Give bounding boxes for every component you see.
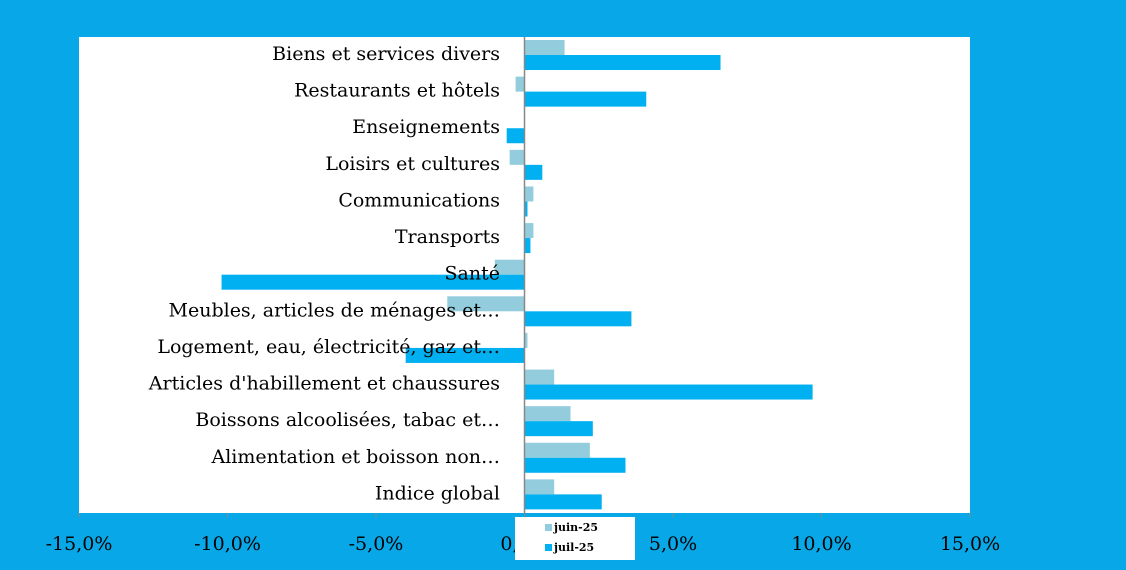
bar: [524, 55, 721, 70]
category-label: Santé: [445, 263, 500, 285]
bar: [405, 347, 525, 363]
bar: [524, 442, 590, 458]
x-tick-label: -10,0%: [194, 533, 261, 555]
bar: [524, 311, 632, 327]
legend-label: juin-25: [553, 521, 598, 534]
category-label: Articles d'habillement et chaussures: [148, 373, 500, 395]
bar: [524, 91, 647, 107]
bar: [524, 40, 565, 55]
bar: [524, 223, 534, 239]
category-label: Communications: [338, 189, 500, 211]
category-label: Alimentation et boisson non…: [211, 446, 501, 468]
bar: [515, 76, 525, 92]
x-tick-label: 5,0%: [649, 533, 697, 555]
bar: [524, 201, 528, 217]
bar: [524, 332, 528, 348]
legend-label: juil-25: [553, 541, 594, 554]
category-label: Restaurants et hôtels: [294, 80, 500, 102]
legend-box: [515, 517, 635, 560]
bar: [524, 406, 571, 422]
x-tick-label: 10,0%: [791, 533, 851, 555]
category-label: Transports: [395, 226, 500, 248]
x-tick-label: -5,0%: [349, 533, 404, 555]
bar: [494, 259, 525, 275]
category-label: Boissons alcoolisées, tabac et…: [195, 409, 500, 431]
bar: [524, 457, 626, 473]
x-tick-label: 15,0%: [940, 533, 1000, 555]
category-label: Indice global: [375, 482, 500, 504]
bar: [524, 384, 813, 400]
bar: [524, 369, 555, 385]
legend-swatch: [545, 544, 552, 551]
category-label: Loisirs et cultures: [325, 153, 500, 175]
bar: [506, 128, 525, 144]
category-label: Biens et services divers: [272, 43, 500, 65]
category-label: Enseignements: [352, 116, 500, 138]
bar: [221, 274, 525, 290]
category-label: Meubles, articles de ménages et…: [169, 299, 500, 321]
bar: [447, 296, 525, 312]
bar: [524, 164, 543, 180]
bar: [524, 421, 593, 437]
bar: [524, 494, 602, 510]
bar: [524, 186, 534, 202]
x-tick-label: -15,0%: [46, 533, 113, 555]
category-label: Logement, eau, électricité, gaz et…: [157, 336, 500, 358]
legend-swatch: [545, 524, 552, 531]
bar: [524, 479, 555, 495]
bar: [509, 149, 525, 165]
bar: [524, 238, 531, 254]
